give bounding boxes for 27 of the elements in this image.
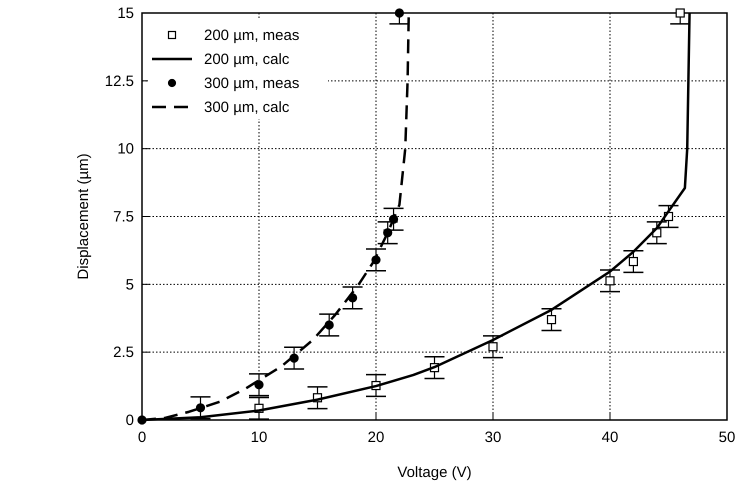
point [324,320,334,330]
y-tick-label: 7.5 [113,208,134,226]
point [488,342,498,352]
point [605,276,615,286]
x-tick-label: 30 [484,429,502,446]
legend-label: 300 µm, meas [204,75,300,92]
legend-label: 300 µm, calc [204,99,290,116]
legend-label: 200 µm, calc [204,51,290,68]
point [628,256,638,266]
point [394,8,404,18]
x-axis-title: Voltage (V) [397,464,472,481]
x-tick-label: 10 [250,429,268,446]
y-tick-label: 12.5 [104,72,134,90]
point [196,403,206,412]
x-tick-label: 50 [718,429,736,446]
point [546,315,556,324]
y-tick-label: 10 [117,140,134,158]
y-tick-label: 5 [126,276,134,294]
x-tick-label: 20 [368,429,384,446]
legend-label: 200 µm, meas [204,27,300,44]
point [676,8,685,18]
y-axis-title: Displacement (µm) [75,153,92,280]
y-tick-label: 15 [117,5,134,22]
y-tick-label: 0 [126,412,134,429]
y-tick-label: 2.5 [113,344,134,362]
x-tick-label: 0 [138,429,146,446]
x-tick-label: 40 [602,429,618,446]
